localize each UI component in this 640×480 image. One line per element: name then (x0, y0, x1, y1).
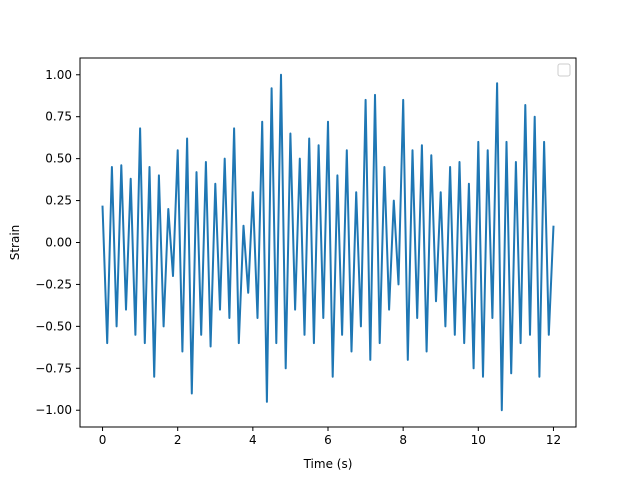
legend-box (557, 63, 571, 77)
x-tick-label: 8 (399, 433, 407, 447)
y-tick-label: 0.50 (45, 152, 72, 166)
strain-series-line (101, 73, 555, 412)
y-axis-label: Strain (8, 225, 22, 261)
y-tick-label: 0.00 (45, 236, 72, 250)
x-tick-label: 12 (546, 433, 561, 447)
x-tick-label: 10 (471, 433, 486, 447)
y-tick-label: −0.75 (35, 361, 72, 375)
y-tick-label: 0.25 (45, 194, 72, 208)
x-tick-label: 6 (324, 433, 332, 447)
y-tick-label: −0.25 (35, 277, 72, 291)
x-tick-label: 4 (249, 433, 257, 447)
x-tick-label: 0 (99, 433, 107, 447)
y-tick-label: −1.00 (35, 403, 72, 417)
y-tick-label: 0.75 (45, 110, 72, 124)
y-tick-label: −0.50 (35, 319, 72, 333)
x-tick-label: 2 (174, 433, 182, 447)
y-tick-label: 1.00 (45, 68, 72, 82)
x-axis-label: Time (s) (303, 457, 353, 471)
